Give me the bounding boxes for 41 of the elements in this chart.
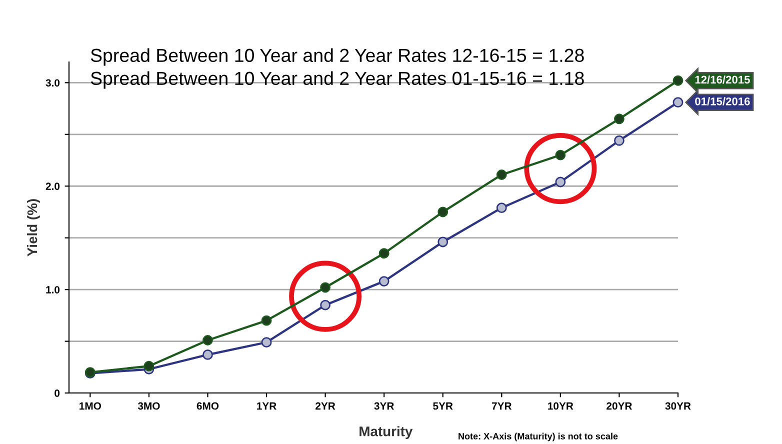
point	[202, 335, 213, 346]
x-tick-label: 6MO	[196, 402, 219, 410]
series-label: 01/15/2016	[695, 97, 750, 106]
x-axis-title: Maturity	[360, 426, 413, 440]
x-tick-label: 10YR	[548, 402, 574, 410]
point	[614, 114, 624, 124]
series-label: 12/16/2015	[695, 75, 750, 84]
point	[320, 282, 331, 293]
point	[438, 236, 448, 248]
point	[320, 300, 331, 310]
point	[614, 135, 624, 146]
x-tick-label: 2YR	[316, 402, 336, 410]
annotation: Spread Between 10 Year and 2 Year Rates 01-15-16 = 1.18	[90, 71, 584, 89]
x-tick-label: 20YR	[606, 402, 632, 410]
x-tick-label: 1YR	[257, 402, 276, 410]
x-tick-label: 7YR	[492, 402, 512, 410]
point	[144, 360, 154, 372]
x-tick-label: 5YR	[433, 402, 453, 410]
y-tick-label: 2.0	[46, 182, 60, 190]
point	[261, 315, 272, 326]
point	[496, 202, 507, 214]
y-axis-title: Yield (%)	[26, 199, 40, 256]
point	[555, 150, 566, 160]
point	[496, 170, 507, 180]
x-tick-label: 3MO	[138, 402, 160, 410]
y-tick-label: 3.0	[46, 79, 60, 87]
point	[378, 276, 390, 286]
point	[378, 248, 390, 259]
point	[555, 176, 566, 188]
text: Note: X-Axis (Maturity) is not to scale	[458, 432, 618, 442]
annotation: Spread Between 10 Year and 2 Year Rates 12-16-15 = 1.28	[90, 48, 584, 66]
x-tick-label: 30YR	[665, 402, 691, 410]
point	[672, 75, 684, 86]
point	[672, 97, 684, 108]
y-tick-label: 0	[54, 390, 60, 397]
point	[202, 350, 213, 360]
point	[261, 337, 272, 348]
x-tick-label: 1MO	[80, 402, 102, 410]
point	[438, 206, 448, 218]
x-tick-label: 3YR	[374, 402, 394, 410]
y-tick-label: 1.0	[46, 286, 60, 294]
